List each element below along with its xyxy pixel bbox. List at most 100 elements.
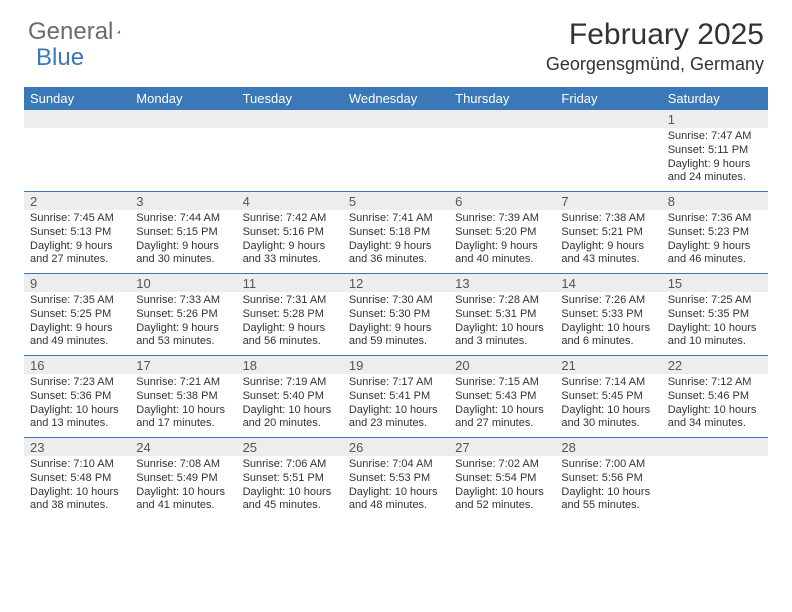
sail-icon xyxy=(117,22,121,42)
day-number: 21 xyxy=(555,356,661,374)
day-number xyxy=(24,110,130,128)
day-details xyxy=(343,128,449,191)
day-number: 1 xyxy=(662,110,768,128)
day-details: Sunrise: 7:26 AM Sunset: 5:33 PM Dayligh… xyxy=(555,292,661,355)
day-details: Sunrise: 7:00 AM Sunset: 5:56 PM Dayligh… xyxy=(555,456,661,519)
page-header: General February 2025 Georgensgmünd, Ger… xyxy=(0,0,792,81)
day-number: 22 xyxy=(662,356,768,374)
daynum-row: 1 xyxy=(24,110,768,128)
brand-word-2: Blue xyxy=(36,44,84,72)
day-details: Sunrise: 7:23 AM Sunset: 5:36 PM Dayligh… xyxy=(24,374,130,437)
day-number: 17 xyxy=(130,356,236,374)
details-row: Sunrise: 7:47 AM Sunset: 5:11 PM Dayligh… xyxy=(24,128,768,191)
location-label: Georgensgmünd, Germany xyxy=(546,54,764,75)
day-details: Sunrise: 7:33 AM Sunset: 5:26 PM Dayligh… xyxy=(130,292,236,355)
day-number xyxy=(130,110,236,128)
day-number: 15 xyxy=(662,274,768,292)
day-details xyxy=(449,128,555,191)
day-number: 24 xyxy=(130,438,236,456)
day-number: 4 xyxy=(237,192,343,210)
day-number: 6 xyxy=(449,192,555,210)
day-details xyxy=(662,456,768,519)
daynum-row: 9101112131415 xyxy=(24,274,768,292)
day-header-monday: Monday xyxy=(130,87,236,110)
brand-word-1: General xyxy=(28,18,113,46)
month-title: February 2025 xyxy=(546,18,764,52)
day-number xyxy=(555,110,661,128)
week-block: 16171819202122Sunrise: 7:23 AM Sunset: 5… xyxy=(24,355,768,437)
day-number xyxy=(343,110,449,128)
details-row: Sunrise: 7:10 AM Sunset: 5:48 PM Dayligh… xyxy=(24,456,768,519)
day-header-sunday: Sunday xyxy=(24,87,130,110)
week-block: 9101112131415Sunrise: 7:35 AM Sunset: 5:… xyxy=(24,273,768,355)
day-details xyxy=(24,128,130,191)
day-number xyxy=(237,110,343,128)
day-details: Sunrise: 7:38 AM Sunset: 5:21 PM Dayligh… xyxy=(555,210,661,273)
day-number: 27 xyxy=(449,438,555,456)
day-number: 13 xyxy=(449,274,555,292)
day-details: Sunrise: 7:45 AM Sunset: 5:13 PM Dayligh… xyxy=(24,210,130,273)
day-details: Sunrise: 7:04 AM Sunset: 5:53 PM Dayligh… xyxy=(343,456,449,519)
day-header-saturday: Saturday xyxy=(662,87,768,110)
day-details: Sunrise: 7:08 AM Sunset: 5:49 PM Dayligh… xyxy=(130,456,236,519)
day-number: 23 xyxy=(24,438,130,456)
day-number: 14 xyxy=(555,274,661,292)
day-details: Sunrise: 7:30 AM Sunset: 5:30 PM Dayligh… xyxy=(343,292,449,355)
day-header-tuesday: Tuesday xyxy=(237,87,343,110)
day-number: 20 xyxy=(449,356,555,374)
details-row: Sunrise: 7:45 AM Sunset: 5:13 PM Dayligh… xyxy=(24,210,768,273)
day-header-row: Sunday Monday Tuesday Wednesday Thursday… xyxy=(24,87,768,110)
week-block: 1Sunrise: 7:47 AM Sunset: 5:11 PM Daylig… xyxy=(24,110,768,191)
day-number: 11 xyxy=(237,274,343,292)
day-details: Sunrise: 7:12 AM Sunset: 5:46 PM Dayligh… xyxy=(662,374,768,437)
day-details xyxy=(237,128,343,191)
day-number: 3 xyxy=(130,192,236,210)
day-details: Sunrise: 7:10 AM Sunset: 5:48 PM Dayligh… xyxy=(24,456,130,519)
day-number: 28 xyxy=(555,438,661,456)
day-number: 10 xyxy=(130,274,236,292)
day-details: Sunrise: 7:02 AM Sunset: 5:54 PM Dayligh… xyxy=(449,456,555,519)
daynum-row: 232425262728 xyxy=(24,438,768,456)
week-block: 232425262728Sunrise: 7:10 AM Sunset: 5:4… xyxy=(24,437,768,519)
day-details: Sunrise: 7:21 AM Sunset: 5:38 PM Dayligh… xyxy=(130,374,236,437)
day-details: Sunrise: 7:44 AM Sunset: 5:15 PM Dayligh… xyxy=(130,210,236,273)
day-details: Sunrise: 7:19 AM Sunset: 5:40 PM Dayligh… xyxy=(237,374,343,437)
day-details: Sunrise: 7:36 AM Sunset: 5:23 PM Dayligh… xyxy=(662,210,768,273)
day-number: 18 xyxy=(237,356,343,374)
day-header-thursday: Thursday xyxy=(449,87,555,110)
day-details: Sunrise: 7:47 AM Sunset: 5:11 PM Dayligh… xyxy=(662,128,768,191)
day-number: 7 xyxy=(555,192,661,210)
day-header-friday: Friday xyxy=(555,87,661,110)
day-details: Sunrise: 7:25 AM Sunset: 5:35 PM Dayligh… xyxy=(662,292,768,355)
day-number: 9 xyxy=(24,274,130,292)
day-number xyxy=(662,438,768,456)
week-block: 2345678Sunrise: 7:45 AM Sunset: 5:13 PM … xyxy=(24,191,768,273)
day-number xyxy=(449,110,555,128)
day-number: 26 xyxy=(343,438,449,456)
weeks-container: 1Sunrise: 7:47 AM Sunset: 5:11 PM Daylig… xyxy=(24,110,768,519)
day-number: 12 xyxy=(343,274,449,292)
details-row: Sunrise: 7:35 AM Sunset: 5:25 PM Dayligh… xyxy=(24,292,768,355)
calendar: Sunday Monday Tuesday Wednesday Thursday… xyxy=(24,87,768,519)
day-details: Sunrise: 7:06 AM Sunset: 5:51 PM Dayligh… xyxy=(237,456,343,519)
day-details: Sunrise: 7:41 AM Sunset: 5:18 PM Dayligh… xyxy=(343,210,449,273)
day-details: Sunrise: 7:31 AM Sunset: 5:28 PM Dayligh… xyxy=(237,292,343,355)
day-details: Sunrise: 7:14 AM Sunset: 5:45 PM Dayligh… xyxy=(555,374,661,437)
day-number: 8 xyxy=(662,192,768,210)
day-details xyxy=(555,128,661,191)
day-details: Sunrise: 7:15 AM Sunset: 5:43 PM Dayligh… xyxy=(449,374,555,437)
day-number: 25 xyxy=(237,438,343,456)
day-details: Sunrise: 7:17 AM Sunset: 5:41 PM Dayligh… xyxy=(343,374,449,437)
day-number: 5 xyxy=(343,192,449,210)
daynum-row: 16171819202122 xyxy=(24,356,768,374)
details-row: Sunrise: 7:23 AM Sunset: 5:36 PM Dayligh… xyxy=(24,374,768,437)
day-number: 2 xyxy=(24,192,130,210)
day-number: 19 xyxy=(343,356,449,374)
day-details xyxy=(130,128,236,191)
daynum-row: 2345678 xyxy=(24,192,768,210)
day-details: Sunrise: 7:35 AM Sunset: 5:25 PM Dayligh… xyxy=(24,292,130,355)
day-details: Sunrise: 7:39 AM Sunset: 5:20 PM Dayligh… xyxy=(449,210,555,273)
day-details: Sunrise: 7:42 AM Sunset: 5:16 PM Dayligh… xyxy=(237,210,343,273)
day-details: Sunrise: 7:28 AM Sunset: 5:31 PM Dayligh… xyxy=(449,292,555,355)
day-number: 16 xyxy=(24,356,130,374)
